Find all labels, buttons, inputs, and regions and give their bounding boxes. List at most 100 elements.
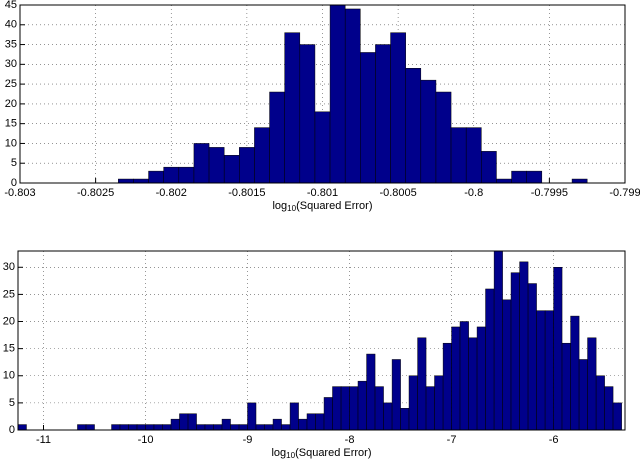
y-tick-label: 45 [5, 0, 17, 11]
plot-frame [19, 4, 626, 184]
bar [17, 424, 27, 431]
bar [450, 127, 467, 184]
x-tick-label: -6 [549, 434, 559, 446]
bar [383, 402, 393, 431]
bar [281, 424, 291, 431]
bar [118, 178, 134, 184]
bar [332, 386, 342, 431]
bar [544, 310, 554, 431]
y-tick-label: 0 [9, 424, 15, 436]
bar [162, 424, 172, 431]
x-tick-label: -0.7995 [531, 187, 568, 199]
x-tick-label: -10 [138, 434, 154, 446]
bar [561, 342, 571, 431]
bar [204, 424, 214, 431]
bar [571, 178, 588, 184]
y-tick-label: 10 [5, 137, 17, 149]
bar [425, 386, 435, 431]
bar [344, 8, 361, 184]
bar [374, 386, 384, 431]
bar [254, 127, 270, 184]
x-tick-label: -0.802 [156, 187, 187, 199]
bar [179, 413, 189, 431]
bar [269, 91, 285, 184]
bar [465, 127, 482, 184]
plot-frame [17, 250, 626, 431]
x-axis-label: log10(Squared Error) [271, 447, 371, 460]
bar [196, 424, 206, 431]
bar [208, 147, 225, 184]
bar [510, 272, 520, 431]
bar [329, 4, 346, 184]
x-tick-label: -9 [243, 434, 253, 446]
bar [405, 68, 422, 184]
bar [163, 166, 180, 184]
bar [119, 424, 129, 431]
y-tick-label: 35 [5, 38, 17, 50]
bar [553, 267, 563, 431]
bar [485, 288, 495, 431]
bar [133, 178, 149, 184]
y-tick-label: 15 [5, 118, 17, 130]
y-tick-label: 5 [9, 397, 15, 409]
bar [148, 170, 164, 184]
y-tick-label: 30 [3, 261, 15, 273]
bar [170, 418, 180, 431]
bar [145, 424, 155, 431]
bar [136, 424, 146, 431]
x-tick-label: -11 [36, 434, 51, 446]
y-tick-label: 5 [11, 157, 17, 169]
y-tick-label: 40 [5, 19, 17, 31]
bar [323, 397, 333, 431]
x-axis-label-part: (Squared Error) [296, 200, 372, 212]
y-tick-label: 25 [3, 288, 15, 300]
bar [238, 424, 248, 431]
bar [223, 155, 240, 184]
bar [493, 250, 503, 431]
bar [502, 299, 512, 431]
bar [526, 170, 543, 184]
x-axis-label-part: log [272, 200, 287, 212]
y-tick-label: 25 [5, 78, 17, 90]
bar [77, 424, 87, 431]
bar [366, 353, 376, 431]
x-tick-label: -0.801 [307, 187, 338, 199]
bar [496, 178, 512, 184]
bar [85, 424, 95, 431]
bar [213, 424, 223, 431]
bar [595, 375, 605, 431]
bar [511, 170, 527, 184]
y-tick-label: 30 [5, 58, 17, 70]
bar [298, 418, 308, 431]
bar [128, 424, 138, 431]
bar [247, 402, 257, 431]
bar [578, 359, 588, 431]
x-tick-label: -7 [447, 434, 457, 446]
bar [375, 44, 391, 184]
bar [481, 151, 497, 184]
bar [299, 44, 316, 184]
x-axis-label-part: 10 [286, 451, 295, 460]
bar [451, 326, 461, 431]
bar [314, 111, 331, 184]
x-tick-label: -0.803 [4, 187, 35, 199]
bar [357, 380, 367, 431]
bar [284, 32, 301, 184]
bar [417, 337, 427, 431]
x-tick-label: -0.8 [464, 187, 483, 199]
bar [459, 321, 469, 431]
histogram-panel: 0 5 10 15 20 25 30 35 40 45 -0.803 -0.8025 -0.802 -0.… [4, 0, 640, 213]
bar [264, 424, 274, 431]
bar [420, 79, 437, 184]
bar [442, 342, 452, 431]
bar [272, 418, 282, 431]
x-tick-label: -0.8025 [77, 187, 114, 199]
bar [187, 413, 197, 431]
bar [435, 91, 452, 184]
bar [153, 424, 163, 431]
bar [193, 143, 210, 184]
bar [400, 408, 410, 431]
bar [527, 283, 537, 431]
